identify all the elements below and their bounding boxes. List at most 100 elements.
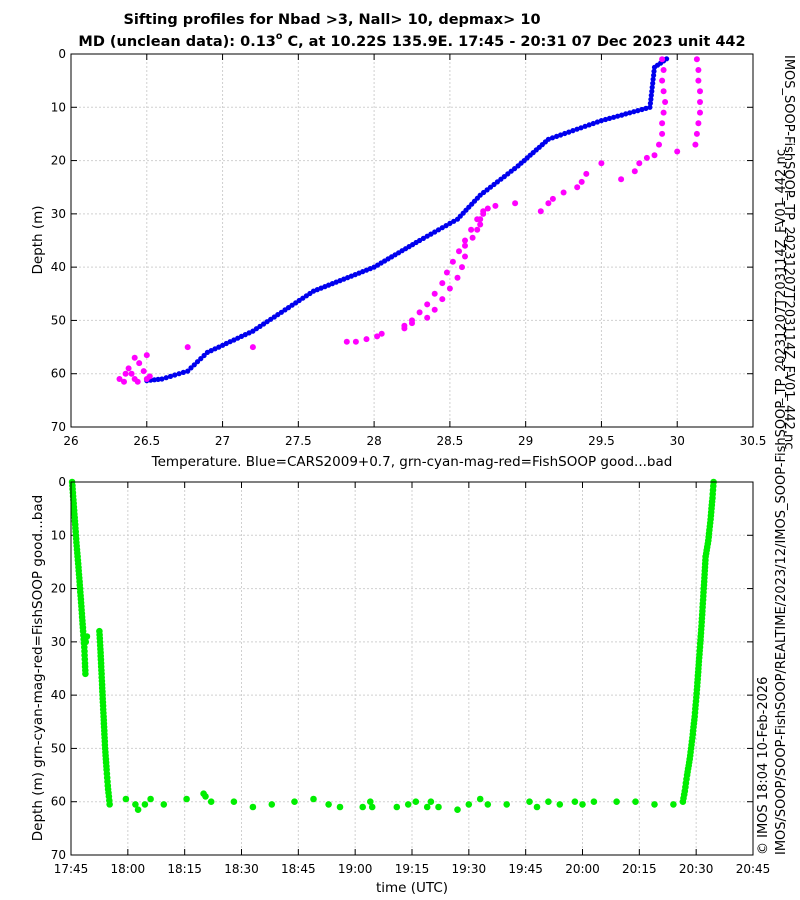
- cars-point: [566, 129, 572, 135]
- top-plot-frame: [70, 53, 754, 428]
- bottom-xtick-label: 17:45: [54, 862, 89, 876]
- top-tick-labels: 26 26.5 27 27.5 28 28.5 29 29.5 30 30.5 0 10 20 30 40 5…: [51, 47, 767, 448]
- top-series-cars2009: [144, 56, 670, 384]
- fishsoop-good-point: [230, 798, 238, 805]
- fishsoop-good-point: [571, 798, 579, 805]
- cars-point: [635, 108, 641, 114]
- fishsoop-bad-point: [363, 336, 370, 343]
- fishsoop-bad-point: [416, 309, 423, 316]
- bottom-series-fishsoop-good: [68, 478, 717, 813]
- fishsoop-bad-point: [537, 208, 544, 215]
- cars-point: [447, 220, 453, 226]
- fishsoop-bad-point: [449, 258, 456, 265]
- fishsoop-bad-point: [598, 160, 605, 167]
- cars-point: [582, 123, 588, 129]
- top-ytick-label: 20: [51, 154, 66, 168]
- cars-point: [491, 181, 497, 188]
- fishsoop-bad-point: [462, 253, 468, 260]
- fishsoop-bad-point: [454, 274, 461, 281]
- cars-point: [549, 135, 556, 141]
- cars-point: [194, 359, 201, 365]
- cars-point: [647, 100, 654, 106]
- fishsoop-bad-point: [439, 296, 446, 303]
- cars-point: [505, 171, 511, 177]
- fishsoop-good-point: [545, 798, 552, 805]
- cars-point: [631, 109, 637, 115]
- fishsoop-good-point: [147, 795, 154, 803]
- right-side-copyright: © IMOS 18:04 10-Feb-2026: [756, 677, 771, 855]
- fishsoop-good-point: [207, 798, 215, 805]
- fishsoop-bad-point: [484, 205, 491, 212]
- fishsoop-bad-point: [424, 314, 431, 321]
- fishsoop-bad-point: [125, 365, 132, 372]
- cars-point: [649, 88, 655, 94]
- fishsoop-bad-point: [631, 168, 638, 175]
- bottom-plot-frame: [70, 481, 754, 856]
- fishsoop-bad-point: [659, 130, 666, 137]
- top-ytick-label: 30: [51, 207, 66, 221]
- fishsoop-bad-point: [659, 120, 666, 127]
- cars-point: [570, 128, 576, 134]
- fishsoop-bad-point: [424, 301, 431, 308]
- fishsoop-bad-point: [674, 148, 681, 155]
- fishsoop-bad-point: [560, 189, 567, 196]
- fishsoop-bad-point: [131, 354, 138, 361]
- fishsoop-good-point: [336, 803, 344, 811]
- cars-point: [602, 116, 609, 123]
- fishsoop-bad-point: [545, 200, 552, 207]
- cars-point: [651, 64, 658, 70]
- cars-point: [558, 132, 564, 138]
- fishsoop-bad-point: [378, 330, 385, 337]
- fishsoop-good-point: [134, 806, 142, 813]
- bottom-xtick-label: 18:00: [111, 862, 146, 876]
- cars-point: [623, 111, 629, 117]
- bottom-ytick-label: 70: [51, 848, 66, 862]
- fishsoop-good-point: [465, 801, 473, 808]
- cars-point: [586, 122, 592, 128]
- bottom-xtick-label: 19:30: [452, 862, 487, 876]
- right-side-path: IMOS/SOOP/SOOP-FishSOOP/REALTIME/2023/12…: [774, 149, 789, 855]
- fishsoop-bad-point: [143, 376, 150, 382]
- fishsoop-good-point: [359, 803, 367, 811]
- bottom-xtick-label: 18:45: [281, 862, 316, 876]
- fishsoop-bad-point: [462, 242, 468, 249]
- bottom-xtick-label: 19:45: [508, 862, 543, 876]
- bottom-xtick-label: 20:15: [622, 862, 657, 876]
- fishsoop-good-point: [367, 798, 374, 805]
- fishsoop-good-point: [202, 793, 209, 800]
- fishsoop-bad-point: [134, 378, 141, 385]
- fishsoop-bad-point: [401, 322, 408, 329]
- cars-point: [627, 110, 633, 116]
- fishsoop-bad-point: [695, 120, 702, 127]
- fishsoop-bad-point: [431, 306, 438, 313]
- cars-point: [420, 235, 426, 241]
- fishsoop-good-point: [423, 803, 431, 811]
- fishsoop-bad-point: [122, 370, 129, 377]
- bottom-ytick-label: 0: [58, 475, 66, 489]
- fishsoop-good-point: [160, 801, 168, 808]
- fishsoop-bad-point: [618, 176, 625, 183]
- bottom-tick-labels: 17:45 18:00 18:15 18:30 18:45 19:00 19:15 19:30…: [51, 475, 771, 876]
- fishsoop-bad-point: [643, 154, 650, 161]
- cars-point: [651, 68, 657, 74]
- fishsoop-bad-point: [459, 264, 465, 271]
- fishsoop-good-point: [368, 803, 376, 811]
- fishsoop-bad-point: [693, 130, 700, 137]
- cars-point: [180, 369, 186, 375]
- fishsoop-bad-point: [656, 141, 662, 148]
- cars-point: [443, 223, 449, 229]
- fishsoop-bad-point: [343, 338, 350, 345]
- fishsoop-bad-point: [409, 317, 415, 324]
- cars-point: [619, 112, 625, 118]
- fishsoop-bad-point: [352, 338, 359, 345]
- cars-point: [651, 72, 657, 78]
- cars-point: [554, 133, 560, 139]
- fishsoop-bad-point: [697, 88, 703, 95]
- top-xtick-label: 26.5: [133, 434, 160, 448]
- cars-point: [578, 125, 584, 131]
- cars-point: [439, 225, 445, 231]
- fishsoop-good-point: [651, 801, 658, 808]
- fishsoop-good-point: [310, 795, 317, 803]
- right-side-filename: IMOS_SOOP-FishSOOP_TP_20231207T203114Z_F…: [781, 55, 796, 449]
- cars-point: [191, 362, 197, 368]
